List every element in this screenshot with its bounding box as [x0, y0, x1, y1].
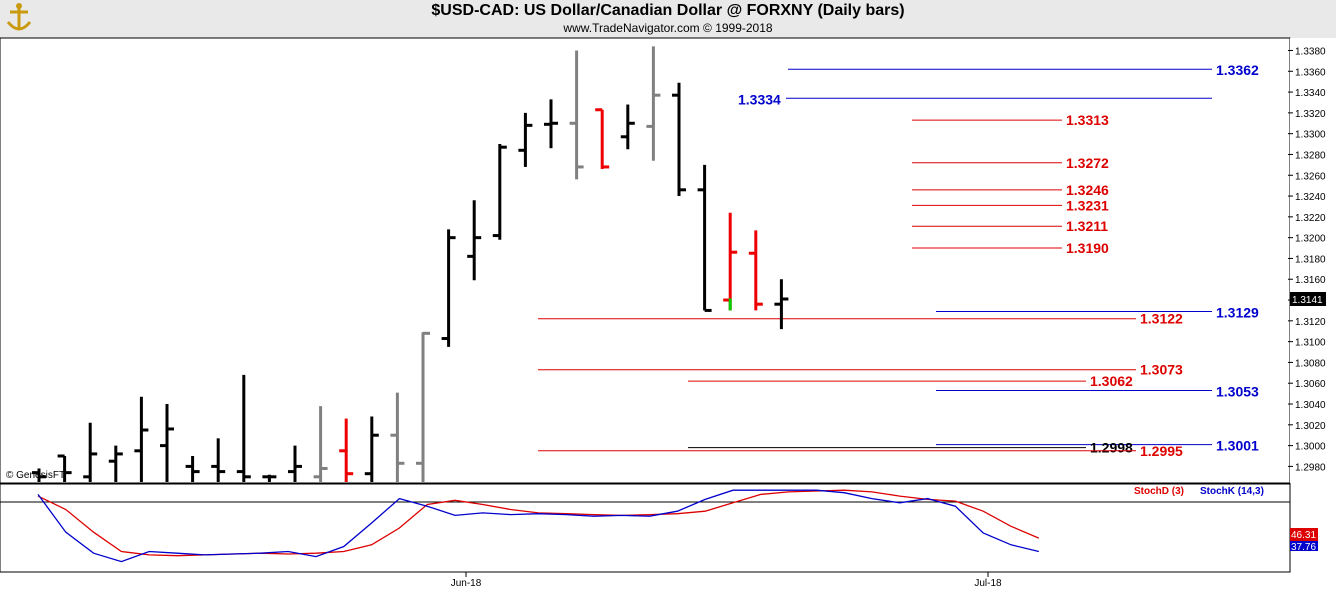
last-price-box	[1290, 291, 1326, 306]
stoch-k-value: 37.76	[1291, 542, 1316, 553]
stoch-d-value: 46.31	[1291, 530, 1316, 541]
y-tick-label: 1.3340	[1295, 88, 1326, 99]
level-label-1.3211: 1.3211	[1066, 218, 1108, 234]
price-bar	[313, 406, 328, 482]
y-tick-label: 1.3160	[1295, 275, 1326, 286]
y-tick-label: 1.3200	[1295, 234, 1326, 245]
level-label-1.3053: 1.3053	[1216, 383, 1259, 399]
last-price-label: 1.3141	[1292, 295, 1323, 306]
level-label-1.3062: 1.3062	[1090, 373, 1133, 389]
x-tick-label: Jun-18	[451, 578, 482, 589]
level-label-1.3313: 1.3313	[1066, 112, 1109, 128]
x-tick-label: Jul-18	[974, 578, 1002, 589]
price-bar	[83, 422, 98, 482]
price-bar	[723, 212, 738, 311]
price-bar	[211, 438, 226, 482]
price-bar	[748, 230, 763, 311]
y-tick-label: 1.3260	[1295, 171, 1326, 182]
price-bar	[134, 396, 149, 482]
level-label-1.3246: 1.3246	[1066, 182, 1109, 198]
y-tick-label: 1.3220	[1295, 213, 1326, 224]
price-bar	[646, 46, 661, 161]
chart-title: $USD-CAD: US Dollar/Canadian Dollar @ FO…	[431, 2, 905, 19]
level-label-1.3190: 1.3190	[1066, 240, 1109, 256]
price-bar	[774, 279, 789, 330]
copyright-label: © GenesisFT	[6, 470, 65, 481]
y-tick-label: 1.2980	[1295, 462, 1326, 473]
stoch-d-legend: StochD (3)	[1134, 486, 1184, 497]
price-bar	[544, 99, 558, 149]
y-tick-label: 1.3280	[1295, 150, 1326, 161]
price-bar	[416, 331, 430, 482]
level-label-1.3231: 1.3231	[1066, 197, 1109, 213]
price-bar	[467, 200, 482, 281]
y-tick-label: 1.3040	[1295, 400, 1326, 411]
y-tick-label: 1.3060	[1295, 379, 1326, 390]
price-bar	[288, 445, 302, 482]
price-bar	[262, 474, 277, 482]
date-axis	[0, 573, 1290, 591]
stoch-k-value-box	[1290, 541, 1318, 551]
price-bar	[390, 392, 405, 482]
price-bar	[595, 108, 610, 170]
price-bar	[236, 374, 251, 482]
y-tick-label: 1.3320	[1295, 109, 1326, 120]
level-label-1.2995: 1.2995	[1140, 443, 1183, 459]
level-label-1.3001: 1.3001	[1216, 438, 1259, 454]
level-label-1.3272: 1.3272	[1066, 155, 1109, 171]
price-bar	[569, 50, 584, 180]
stoch-k-legend: StochK (14,3)	[1200, 486, 1264, 497]
level-label-1.3122: 1.3122	[1140, 311, 1183, 327]
price-bar	[672, 82, 686, 197]
y-tick-label: 1.3240	[1295, 192, 1326, 203]
y-tick-label: 1.3300	[1295, 130, 1326, 141]
y-tick-label: 1.3120	[1295, 317, 1326, 328]
y-tick-label: 1.3080	[1295, 358, 1326, 369]
y-tick-label: 1.3380	[1295, 46, 1326, 57]
price-bar	[57, 454, 72, 482]
price-axis	[1290, 38, 1336, 483]
chart-subtitle: www.TradeNavigator.com © 1999-2018	[563, 21, 773, 35]
price-bar	[697, 164, 712, 312]
price-bar	[32, 468, 46, 482]
y-tick-label: 1.3360	[1295, 67, 1326, 78]
price-bar	[441, 229, 456, 347]
y-tick-label: 1.3180	[1295, 254, 1326, 265]
price-bar	[339, 418, 354, 482]
price-bar	[492, 144, 507, 240]
price-panel	[0, 37, 1291, 484]
title-bar	[0, 0, 1336, 38]
price-bar	[185, 456, 200, 482]
price-bar	[364, 416, 379, 482]
price-bar	[108, 445, 123, 482]
y-tick-label: 1.3000	[1295, 442, 1326, 453]
stoch-k-line	[37, 489, 1039, 563]
price-bar	[160, 404, 174, 482]
level-label-1.3334: 1.3334	[738, 91, 781, 107]
y-tick-label: 1.3020	[1295, 421, 1326, 432]
stoch-d-value-box	[1290, 528, 1318, 541]
stochastic-panel	[0, 483, 1291, 573]
y-tick-label: 1.3100	[1295, 338, 1326, 349]
level-label-1.3362: 1.3362	[1216, 62, 1259, 78]
price-bar	[518, 112, 533, 167]
price-bar	[620, 104, 635, 150]
level-label-1.2998: 1.2998	[1090, 440, 1133, 456]
level-label-1.3129: 1.3129	[1216, 304, 1259, 320]
trade-navigator-logo	[6, 3, 32, 31]
level-label-1.3073: 1.3073	[1140, 362, 1183, 378]
